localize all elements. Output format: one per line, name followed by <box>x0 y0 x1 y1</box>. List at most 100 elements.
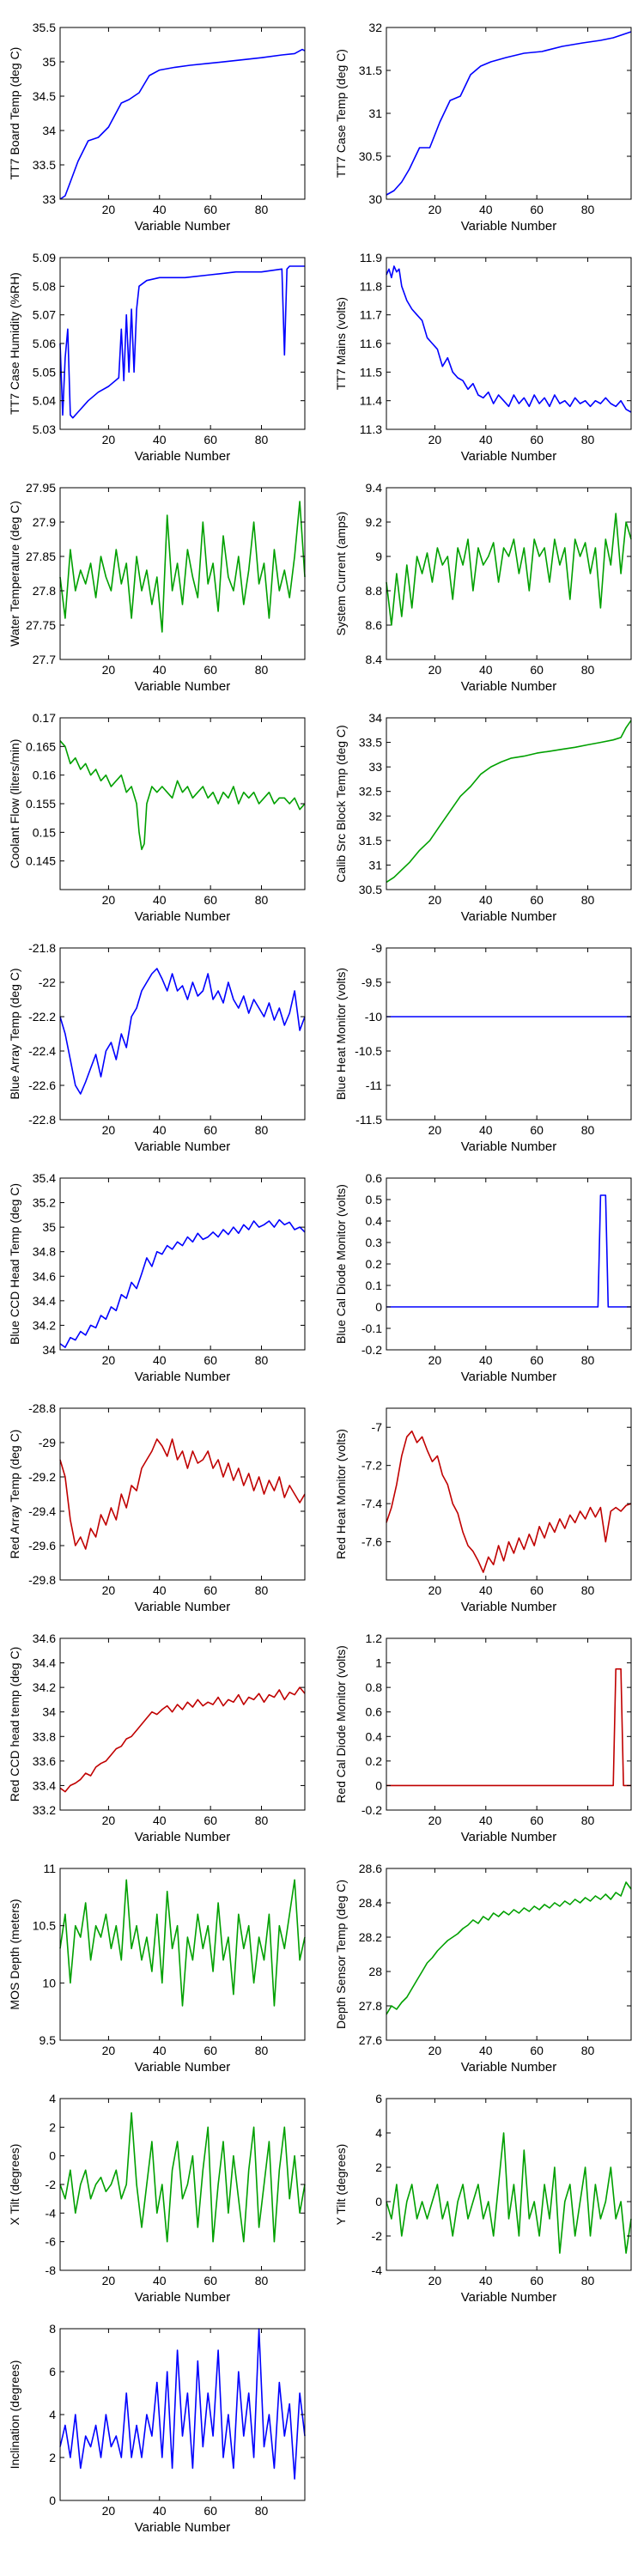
y-tick-label: 0.2 <box>366 1754 383 1768</box>
y-tick-label: 34.8 <box>33 1245 56 1259</box>
y-tick-label: 34 <box>42 1343 56 1357</box>
x-tick-label: 40 <box>153 2274 167 2287</box>
y-axis-label: Blue CCD Head Temp (deg C) <box>8 1183 21 1345</box>
plot-frame <box>59 1637 306 1811</box>
x-tick-label: 40 <box>479 2274 493 2287</box>
x-tick-label: 60 <box>530 433 544 447</box>
y-tick-label: 35 <box>42 1220 56 1234</box>
y-tick-label: 35.2 <box>33 1196 56 1210</box>
series-line <box>386 2132 632 2254</box>
x-tick-label: 60 <box>530 1353 544 1367</box>
x-tick-label: 60 <box>204 1123 217 1137</box>
plot-frame <box>59 1868 306 2041</box>
x-tick-label: 20 <box>102 2274 116 2287</box>
y-tick-label: 0 <box>49 2494 56 2507</box>
x-axis-label: Variable Number <box>461 1139 556 1154</box>
x-tick-label: 80 <box>255 2044 269 2057</box>
y-tick-label: 0.1 <box>366 1279 383 1292</box>
y-tick-label: 11.4 <box>360 394 382 408</box>
y-tick-label: 27.6 <box>359 2033 382 2047</box>
x-tick-label: 40 <box>479 2044 493 2057</box>
plot-frame <box>386 257 632 430</box>
y-tick-label: 30.5 <box>359 149 382 163</box>
y-tick-label: 33.5 <box>33 158 56 172</box>
x-tick-label: 60 <box>204 1583 217 1597</box>
series-line <box>386 1881 632 2015</box>
x-tick-label: 40 <box>479 663 493 677</box>
y-tick-label: 0 <box>375 2195 382 2208</box>
x-axis-label: Variable Number <box>135 2060 230 2075</box>
y-tick-label: 5.05 <box>33 365 56 379</box>
series-line <box>59 1686 306 1793</box>
series-line <box>59 2111 306 2243</box>
y-tick-label: 11.3 <box>360 422 382 436</box>
x-tick-label: 40 <box>479 893 493 907</box>
x-tick-label: 40 <box>479 1583 493 1597</box>
plot-frame <box>59 2098 306 2271</box>
x-tick-label: 20 <box>102 2504 116 2518</box>
y-axis-label: TT7 Case Humidity (%RH) <box>8 272 21 415</box>
plot-frame <box>386 487 632 660</box>
y-axis-label: Calib Src Block Temp (deg C) <box>334 725 348 882</box>
x-tick-label: 80 <box>255 1123 269 1137</box>
chart-panel-20: 20 40 60 80 -4 -2 0 2 4 6 Variable Number Y Tilt (d… <box>334 2092 632 2305</box>
chart-panel-16: 20 40 60 80 -0.2 0 0.2 0.4 0.6 0.8 1 1.2 Variable Nu… <box>334 1631 632 1844</box>
series-line <box>59 740 306 851</box>
y-tick-label: 9 <box>375 550 382 563</box>
y-tick-label: 0 <box>375 1300 382 1314</box>
y-tick-label: -22 <box>39 975 56 989</box>
y-tick-label: -11.5 <box>355 1113 382 1127</box>
y-tick-label: 11.6 <box>360 337 382 350</box>
series-line <box>59 265 305 419</box>
y-axis-label: TT7 Mains (volts) <box>334 297 348 390</box>
y-tick-label: 1.2 <box>366 1631 383 1645</box>
x-tick-label: 20 <box>102 203 116 216</box>
y-tick-label: 34.5 <box>33 89 56 103</box>
x-tick-label: 20 <box>428 2044 442 2057</box>
x-axis-label: Variable Number <box>461 1370 556 1384</box>
y-tick-label: 35.4 <box>33 1171 56 1185</box>
y-axis-label: Depth Sensor Temp (deg C) <box>334 1880 348 2029</box>
y-tick-label: -0.2 <box>361 1803 382 1817</box>
x-tick-label: 20 <box>428 1353 442 1367</box>
chart-panel-15: 20 40 60 80 33.2 33.4 33.6 33.8 34 34.2 34.4 34.6 Va… <box>8 1631 306 1844</box>
series-line <box>386 1194 631 1308</box>
y-tick-label: -0.1 <box>361 1321 382 1335</box>
x-tick-label: 60 <box>204 2274 217 2287</box>
y-axis-label: Inclination (degrees) <box>8 2360 21 2470</box>
chart-panel-21: 20 40 60 80 0 2 4 6 8 Variable Number Inclination … <box>8 2322 306 2535</box>
x-tick-label: 40 <box>153 1814 167 1827</box>
x-tick-label: 20 <box>428 1583 442 1597</box>
x-axis-label: Variable Number <box>461 2290 556 2305</box>
chart-panel-12: 20 40 60 80 -0.2 -0.1 0 0.1 0.2 0.3 0.4 0.5 0.6 Varia… <box>334 1171 632 1384</box>
chart-panel-10: 20 40 60 80 -11.5 -11 -10.5 -10 -9.5 -9 Variable N… <box>334 941 632 1154</box>
y-tick-label: 35.5 <box>33 21 56 34</box>
x-tick-label: 80 <box>255 433 269 447</box>
y-tick-label: -29 <box>39 1436 56 1449</box>
y-tick-label: 0.8 <box>366 1680 383 1694</box>
y-tick-label: -8 <box>46 2263 57 2277</box>
y-tick-label: 0.6 <box>366 1171 383 1185</box>
x-tick-label: 20 <box>102 663 116 677</box>
x-tick-label: 80 <box>255 203 269 216</box>
y-axis-label: System Current (amps) <box>334 512 348 636</box>
y-tick-label: 5.09 <box>33 251 56 264</box>
y-tick-label: 32.5 <box>359 785 382 799</box>
y-axis-label: Y Tilt (degrees) <box>334 2144 348 2226</box>
y-axis-label: Blue Array Temp (deg C) <box>8 968 21 1099</box>
x-tick-label: 80 <box>581 2274 595 2287</box>
x-tick-label: 80 <box>581 1123 595 1137</box>
y-tick-label: 0.155 <box>26 797 56 811</box>
x-tick-label: 60 <box>204 1814 217 1827</box>
plot-frame <box>59 2328 306 2501</box>
x-tick-label: 40 <box>479 433 493 447</box>
y-tick-label: -22.6 <box>28 1078 56 1092</box>
x-tick-label: 80 <box>581 1814 595 1827</box>
y-tick-label: 5.08 <box>33 279 56 293</box>
y-tick-label: -22.4 <box>28 1044 56 1058</box>
y-tick-label: -7.2 <box>361 1459 382 1473</box>
y-tick-label: 9.2 <box>366 515 383 529</box>
series-line <box>386 1430 632 1573</box>
y-tick-label: 4 <box>375 2126 382 2140</box>
y-tick-label: 5.07 <box>33 308 56 322</box>
